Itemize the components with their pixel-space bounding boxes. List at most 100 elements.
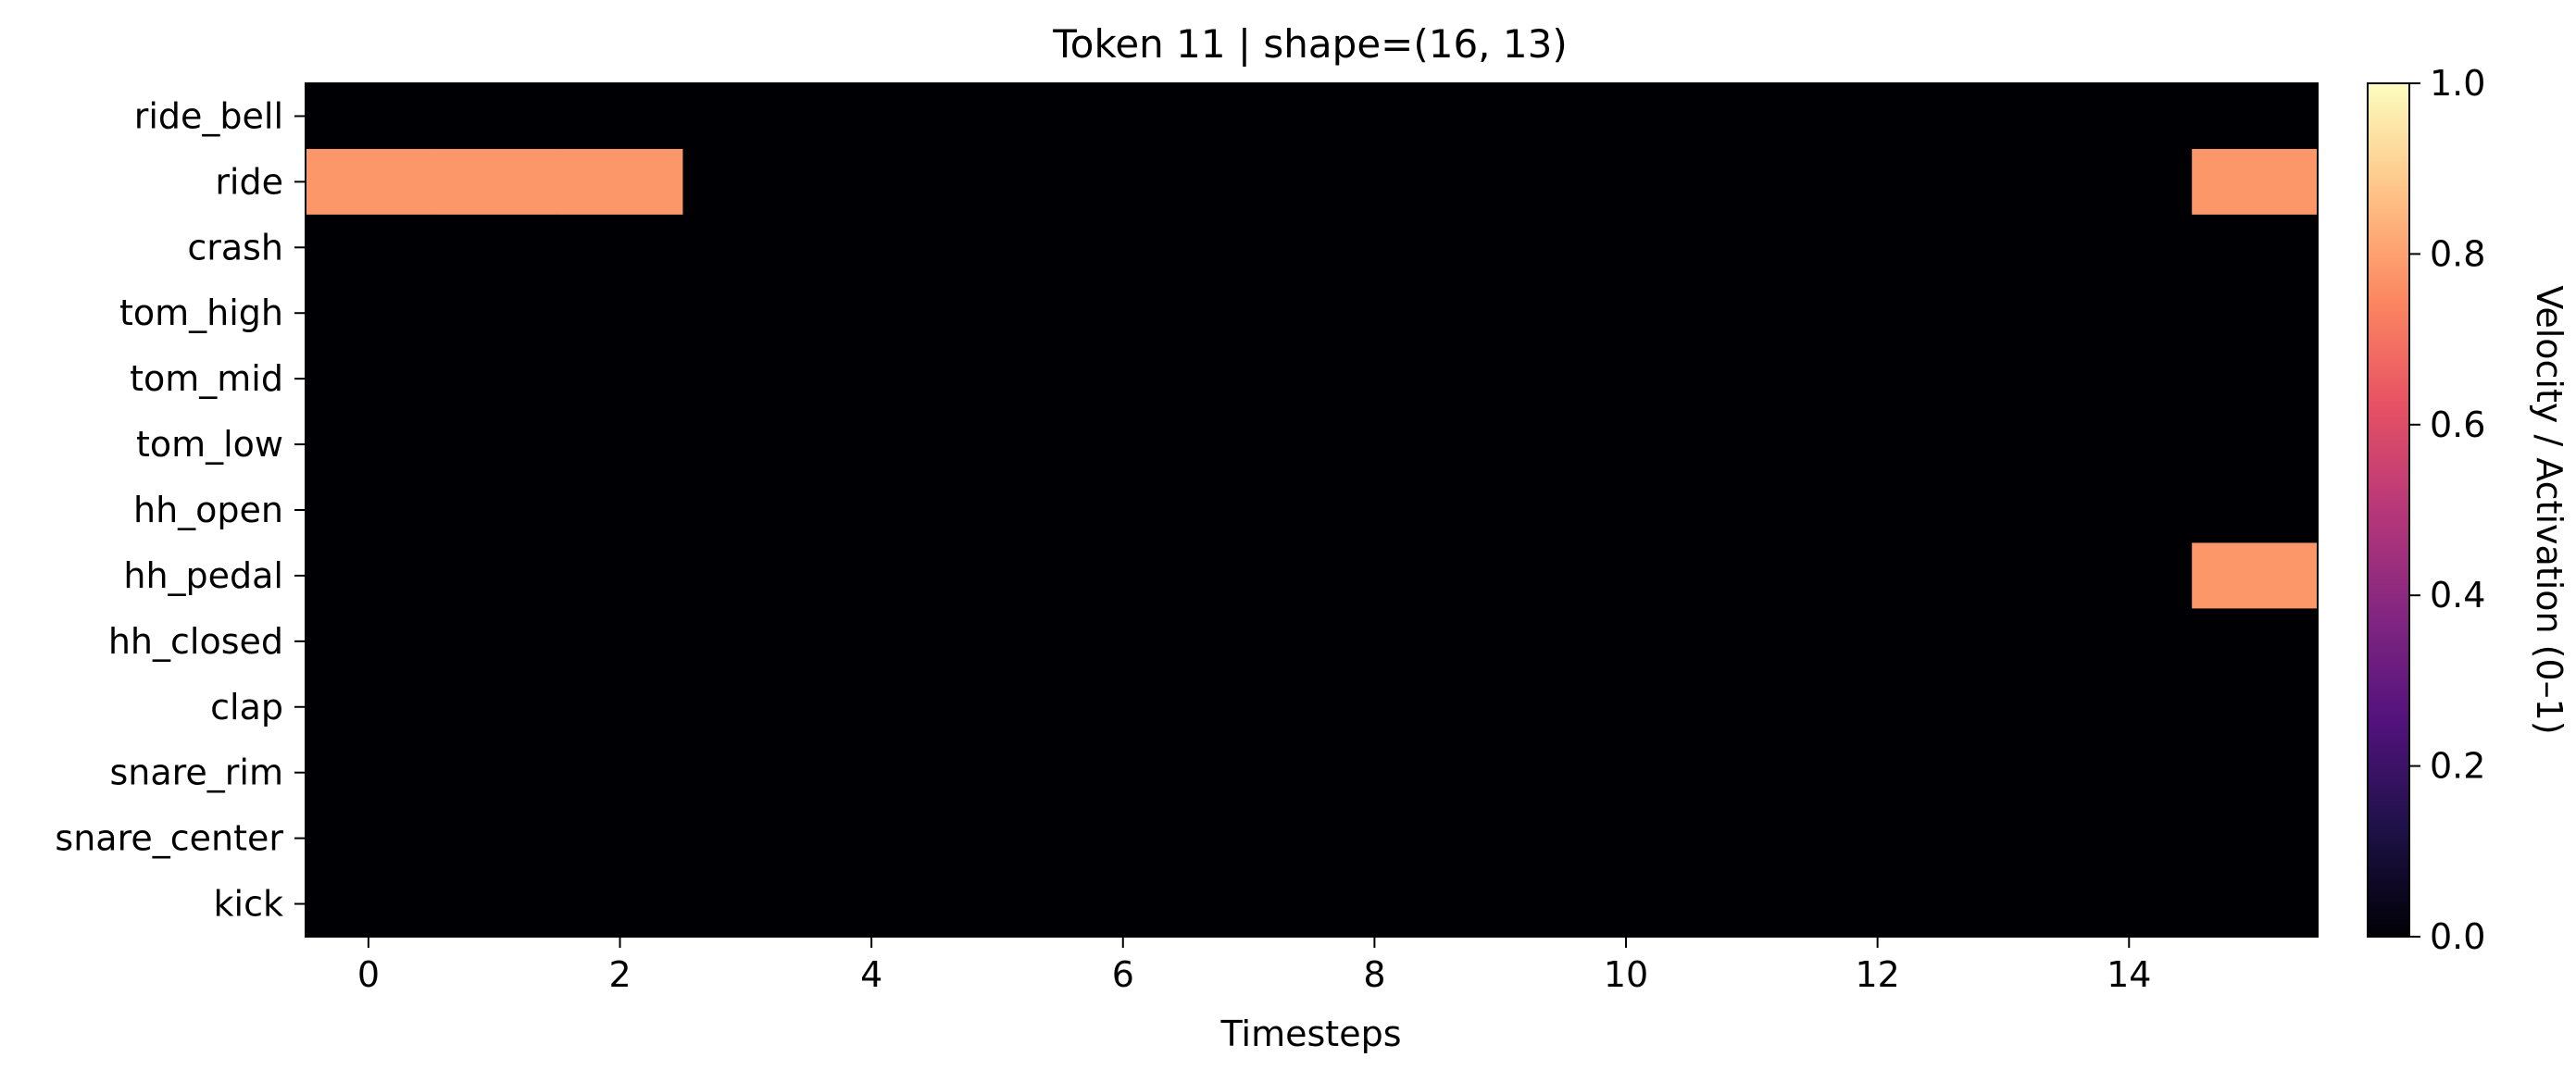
heatmap-cell [1688,280,1816,347]
heatmap-cell [306,477,432,544]
heatmap-cell [682,83,809,150]
heatmap-cell [1563,411,1690,479]
colorbar-tick-label: 0.6 [2430,404,2485,445]
heatmap-cell [431,608,558,675]
heatmap-cell [1688,411,1816,479]
heatmap-cell [1814,674,1942,740]
heatmap-cell [1940,542,2067,609]
heatmap-cell [306,148,432,216]
heatmap-cell [431,477,558,544]
heatmap-cell [1311,674,1438,740]
heatmap-cell [1940,280,2067,347]
heatmap-cell [1688,805,1816,872]
heatmap-cell [2066,83,2193,150]
heatmap-cell [556,477,684,544]
heatmap-cell [808,148,935,216]
heatmap-cell [431,674,558,740]
heatmap-cell [1059,83,1187,150]
heatmap-cell [682,411,809,479]
heatmap-cell [431,871,558,938]
heatmap-cell [808,542,935,609]
x-tick-label: 12 [1855,954,1899,995]
heatmap-cell [556,214,684,281]
heatmap-cell [1940,83,2067,150]
heatmap-cell [556,740,684,806]
heatmap-cell [682,214,809,281]
colorbar-tick-label: 0.2 [2430,746,2485,787]
heatmap-cell [934,608,1061,675]
heatmap-cell [1437,345,1564,413]
heatmap-cell [2066,674,2193,740]
heatmap-cell [1688,83,1816,150]
heatmap-cell [1814,871,1942,938]
heatmap-cell [2066,477,2193,544]
heatmap-cell [2192,214,2319,281]
heatmap-cell [2066,148,2193,216]
heatmap-cell [1059,280,1187,347]
y-tick-label: hh_pedal [123,555,283,596]
heatmap-cell [2066,805,2193,872]
heatmap-cell [1059,411,1187,479]
heatmap-cell [1563,345,1690,413]
heatmap-cell [1814,345,1942,413]
colorbar [2367,82,2410,938]
heatmap-cell [1563,608,1690,675]
colorbar-tick-label: 0.0 [2430,916,2485,957]
heatmap-cell [1437,83,1564,150]
y-tick-label: snare_center [55,818,283,859]
heatmap-cell [1185,83,1313,150]
heatmap-cell [934,477,1061,544]
heatmap-cell [1437,542,1564,609]
heatmap-cell [1814,477,1942,544]
heatmap-cell [1940,411,2067,479]
heatmap-cell [1688,871,1816,938]
y-tick-label: tom_mid [130,358,283,399]
x-tick-label: 2 [608,954,631,995]
heatmap-cell [1814,542,1942,609]
heatmap-cell [1059,148,1187,216]
heatmap-cell [306,280,432,347]
heatmap-cell [808,477,935,544]
heatmap-cell [556,148,684,216]
heatmap-cell [2066,542,2193,609]
colorbar-tick-label: 1.0 [2430,63,2485,104]
heatmap-cell [2192,345,2319,413]
heatmap-cell [431,740,558,806]
x-tick-label: 14 [2107,954,2151,995]
heatmap-cell [682,542,809,609]
chart-title: Token 11 | shape=(16, 13) [1052,21,1567,67]
heatmap-cell [306,214,432,281]
heatmap-cell [306,542,432,609]
heatmap-cell [306,740,432,806]
heatmap-cell [682,674,809,740]
heatmap-cell [1311,740,1438,806]
heatmap-cell [682,345,809,413]
heatmap-cell [1311,542,1438,609]
heatmap-cell [1059,805,1187,872]
heatmap-cell [934,542,1061,609]
heatmap-cell [1185,345,1313,413]
heatmap-cell [431,805,558,872]
heatmap-cell [1814,608,1942,675]
heatmap-cell [808,740,935,806]
heatmap-cell [1437,805,1564,872]
heatmap-cell [1185,871,1313,938]
heatmap-cell [1185,608,1313,675]
heatmap-cell [306,345,432,413]
heatmap-cell [306,805,432,872]
heatmap-cell [306,411,432,479]
x-tick-label: 4 [860,954,882,995]
heatmap-cell [682,805,809,872]
heatmap-cell [1059,740,1187,806]
heatmap-cell [2192,608,2319,675]
heatmap-cell [1437,214,1564,281]
heatmap-cell [934,280,1061,347]
heatmap-cell [2066,280,2193,347]
heatmap-cell [682,148,809,216]
heatmap-cell [1185,411,1313,479]
heatmap-cell [1688,608,1816,675]
heatmap-cell [808,871,935,938]
heatmap-cell [1688,477,1816,544]
y-tick-label: snare_rim [109,752,283,793]
heatmap-cell [1940,674,2067,740]
